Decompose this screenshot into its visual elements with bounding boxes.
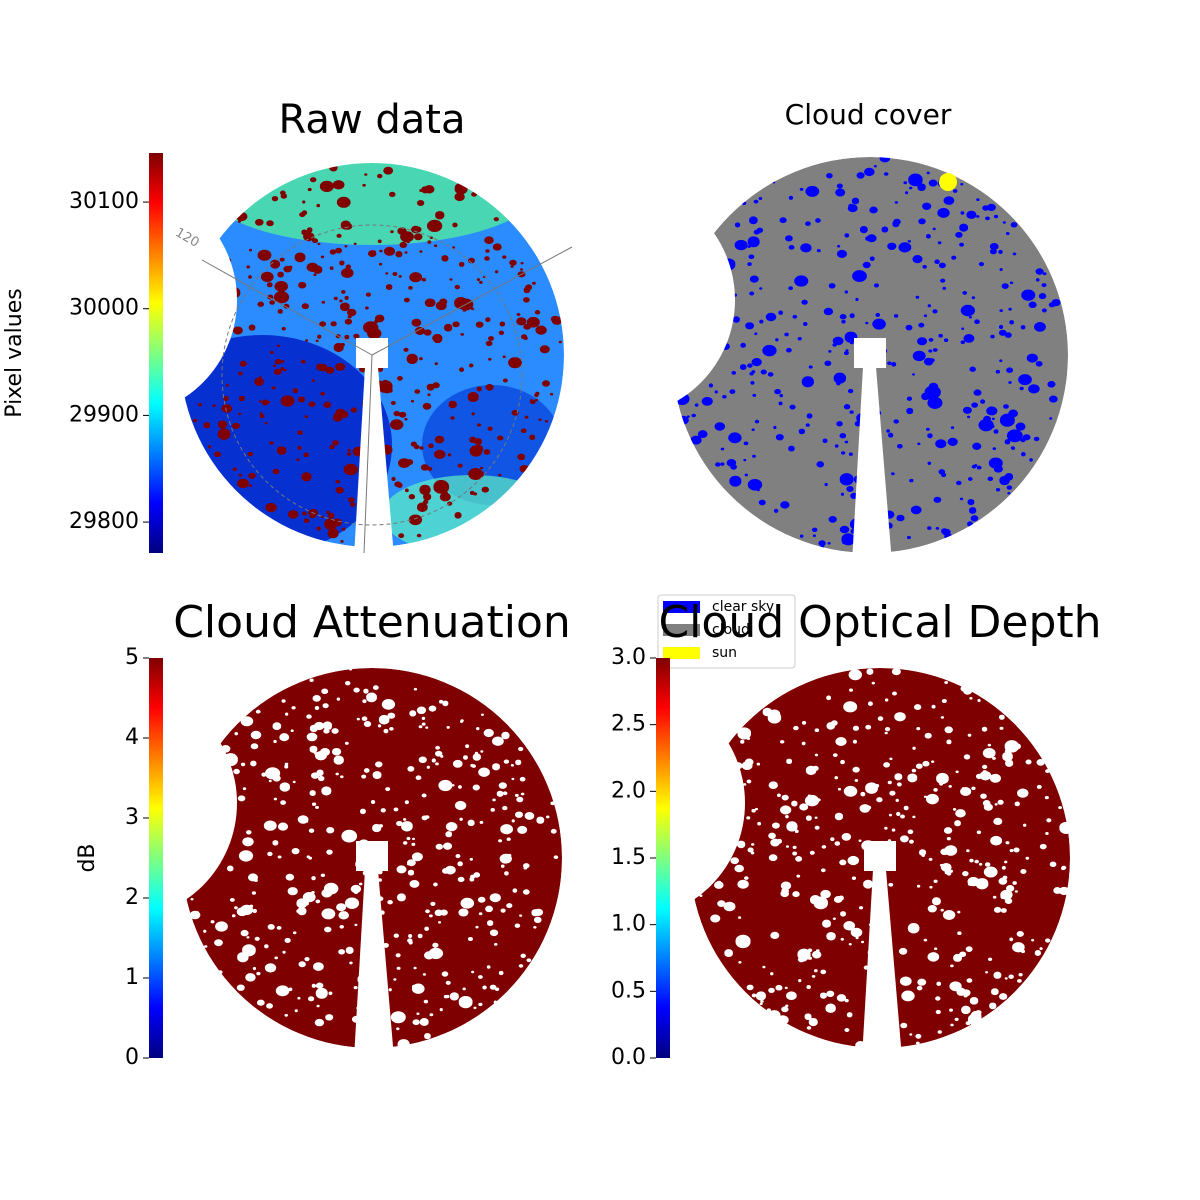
- colorbar-tick-label: 29800: [69, 509, 139, 534]
- sky-image: [690, 667, 1073, 1051]
- sky-image: [177, 667, 562, 1050]
- colorbar-tick-label: 1: [125, 965, 139, 990]
- colorbar: [656, 658, 670, 1058]
- colorbar: [149, 658, 163, 1058]
- polar-grid: [201, 259, 373, 356]
- colorbar-tick-label: 2: [125, 885, 139, 910]
- colorbar-tick-label: 3: [125, 805, 139, 830]
- legend-swatch: [663, 647, 700, 659]
- colorbar-tick-label: 30100: [69, 189, 139, 214]
- colorbar-tick-label: 5: [125, 645, 139, 670]
- colorbar-tick-label: 4: [125, 725, 139, 750]
- polar-grid: [221, 224, 523, 526]
- colorbar-tick-label: 1.0: [611, 912, 646, 937]
- colorbar-tick-label: 2.0: [611, 778, 646, 803]
- panel-title: Raw data: [279, 97, 466, 143]
- legend-label: clear sky: [712, 599, 774, 615]
- sky-base: [672, 157, 1068, 553]
- colorbar-tick-label: 2.5: [611, 712, 646, 737]
- sky-image: [670, 153, 1068, 554]
- panel-title: Cloud Optical Depth: [658, 597, 1101, 648]
- colorbar-tick-label: 0: [125, 1045, 139, 1070]
- colorbar-tick-label: 0.5: [611, 978, 646, 1003]
- panel-title: Cloud Attenuation: [173, 597, 571, 648]
- panel-title: Cloud cover: [785, 98, 952, 131]
- sun-marker: [939, 173, 957, 191]
- polar-grid: [363, 354, 373, 554]
- colorbar-tick-label: 29900: [69, 402, 139, 427]
- polar-label: 120: [172, 225, 201, 250]
- colorbar-tick-label: 3.0: [611, 645, 646, 670]
- legend-swatch: [663, 601, 700, 613]
- colorbar-label: dB: [75, 843, 100, 872]
- colorbar-tick-label: 0.0: [611, 1045, 646, 1070]
- sky-region: [202, 125, 542, 245]
- colorbar-tick-label: 1.5: [611, 845, 646, 870]
- legend-label: cloud: [712, 622, 750, 638]
- colorbar: [149, 153, 163, 553]
- polar-grid: [371, 246, 573, 356]
- sky-base: [182, 668, 562, 1048]
- colorbar-label: Pixel values: [2, 288, 27, 417]
- colorbar-tick-label: 30000: [69, 296, 139, 321]
- sky-blobs: [691, 667, 1073, 1051]
- legend-swatch: [663, 624, 700, 636]
- sky-region: [422, 385, 562, 505]
- sky-image: [132, 125, 564, 555]
- legend-label: sun: [712, 645, 737, 661]
- sky-region: [132, 335, 392, 555]
